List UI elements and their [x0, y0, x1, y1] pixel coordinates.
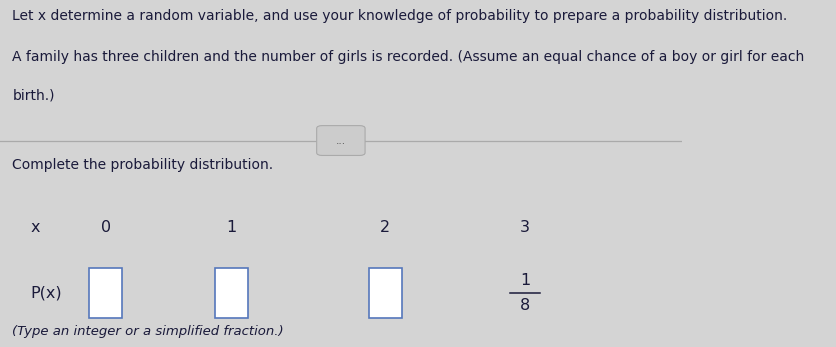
Text: A family has three children and the number of girls is recorded. (Assume an equa: A family has three children and the numb… — [13, 50, 803, 64]
Text: birth.): birth.) — [13, 88, 54, 102]
Text: 0: 0 — [100, 220, 110, 235]
Text: 2: 2 — [380, 220, 390, 235]
FancyBboxPatch shape — [369, 268, 401, 319]
Text: x: x — [31, 220, 40, 235]
Text: P(x): P(x) — [31, 286, 62, 301]
Text: ...: ... — [335, 136, 345, 145]
FancyBboxPatch shape — [89, 268, 122, 319]
Text: 8: 8 — [519, 298, 529, 313]
Text: Let x determine a random variable, and use your knowledge of probability to prep: Let x determine a random variable, and u… — [13, 9, 787, 23]
Text: 3: 3 — [519, 220, 529, 235]
FancyBboxPatch shape — [215, 268, 247, 319]
Text: Complete the probability distribution.: Complete the probability distribution. — [13, 158, 273, 172]
Text: 1: 1 — [519, 273, 529, 288]
Text: (Type an integer or a simplified fraction.): (Type an integer or a simplified fractio… — [13, 325, 283, 338]
FancyBboxPatch shape — [316, 126, 364, 155]
Text: 1: 1 — [227, 220, 237, 235]
